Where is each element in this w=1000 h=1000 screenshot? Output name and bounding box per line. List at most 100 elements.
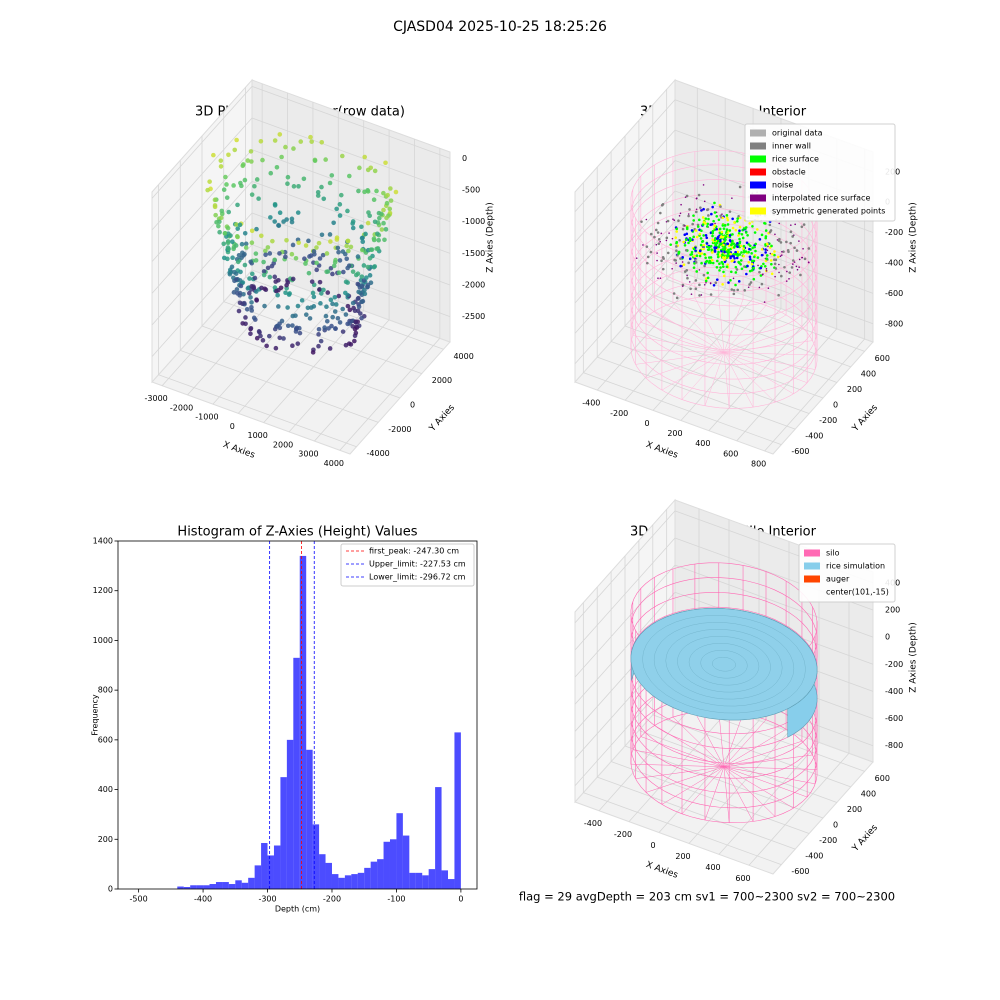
status-text: flag = 29 avgDepth = 203 cm sv1 = 700~23… <box>519 890 895 904</box>
x-tick-label: 3000 <box>298 450 318 459</box>
point-decor <box>314 260 319 266</box>
point-decor <box>352 338 357 344</box>
point-decor <box>712 219 715 223</box>
point-decor <box>716 253 720 256</box>
point-decor <box>736 288 739 292</box>
point-decor <box>330 301 335 307</box>
grid-line <box>251 85 451 159</box>
point-decor <box>309 139 314 144</box>
legend-label: rice surface <box>772 155 819 164</box>
point-decor <box>738 225 742 229</box>
point-decor <box>770 272 774 276</box>
point-decor <box>355 296 361 301</box>
bar <box>183 887 191 889</box>
point-decor <box>305 305 311 311</box>
point-decor <box>238 283 244 289</box>
x-tick-label: -300 <box>258 895 276 904</box>
point-decor <box>384 200 390 206</box>
point-decor <box>666 251 670 255</box>
point-decor <box>649 250 653 254</box>
silo-wire <box>723 299 744 353</box>
point-decor <box>232 269 237 275</box>
point-decor <box>230 255 235 261</box>
point-decor <box>765 257 769 260</box>
bar <box>422 875 429 889</box>
grid-line <box>574 190 676 304</box>
point-decor <box>749 258 752 261</box>
point-decor <box>646 261 649 265</box>
y-tick-label: -200 <box>819 416 837 425</box>
point-decor <box>694 229 698 232</box>
point-decor <box>759 266 763 270</box>
point-decor <box>722 227 726 230</box>
point-decor <box>236 253 242 258</box>
point-decor <box>340 249 346 254</box>
point-decor <box>777 239 781 243</box>
grid-line <box>151 149 253 262</box>
point-decor <box>785 280 788 282</box>
y-tick-label: -400 <box>805 432 823 441</box>
point-decor <box>734 228 738 232</box>
grid-line <box>583 372 782 446</box>
x-tick-label: 1000 <box>248 431 268 440</box>
plot-frame <box>117 540 478 890</box>
point-decor <box>699 206 702 209</box>
point-decor <box>702 234 705 237</box>
point-decor <box>656 221 660 225</box>
silo-wire <box>672 716 725 767</box>
point-decor <box>272 257 277 263</box>
point-decor <box>734 250 737 254</box>
point-decor <box>704 217 708 220</box>
point-decor <box>788 277 790 280</box>
silo-wire <box>632 335 725 353</box>
point-decor <box>371 236 377 241</box>
point-decor <box>275 323 280 329</box>
silo-wire <box>723 766 730 823</box>
point-decor <box>332 309 338 314</box>
point-decor <box>256 329 262 334</box>
point-decor <box>738 216 742 220</box>
point-decor <box>232 147 238 153</box>
point-decor <box>249 271 255 277</box>
y-tick-label: 2000 <box>432 376 452 385</box>
point-decor <box>717 218 721 222</box>
point-decor <box>705 281 707 284</box>
point-decor <box>698 254 702 258</box>
point-decor <box>789 241 792 245</box>
point-decor <box>755 228 759 231</box>
point-decor <box>688 257 692 261</box>
z-tick-label: -800 <box>885 319 903 328</box>
point-decor <box>301 176 307 182</box>
point-decor <box>706 222 710 226</box>
point-decor <box>360 239 366 245</box>
silo-wire <box>723 766 808 798</box>
point-decor <box>234 277 239 282</box>
y-axis-label: Frequency <box>91 694 100 736</box>
point-decor <box>730 242 734 245</box>
point-decor <box>705 225 709 228</box>
point-decor <box>681 261 684 263</box>
point-decor <box>736 217 739 220</box>
point-decor <box>387 206 393 212</box>
point-decor <box>773 253 776 257</box>
bar <box>377 859 384 889</box>
grid-line <box>574 99 676 213</box>
point-decor <box>675 296 679 300</box>
point-decor <box>738 229 741 233</box>
point-decor <box>746 234 749 237</box>
point-decor <box>359 299 364 305</box>
point-decor <box>675 227 679 231</box>
point-decor <box>734 253 738 256</box>
point-decor <box>229 264 235 270</box>
point-decor <box>730 288 734 291</box>
point-decor <box>356 188 361 194</box>
point-decor <box>659 240 661 243</box>
point-decor <box>347 307 353 313</box>
point-decor <box>272 285 278 290</box>
point-decor <box>764 236 768 240</box>
point-decor <box>346 248 351 254</box>
point-decor <box>284 217 289 222</box>
point-decor <box>736 241 739 245</box>
point-decor <box>244 306 250 312</box>
point-decor <box>725 265 729 269</box>
